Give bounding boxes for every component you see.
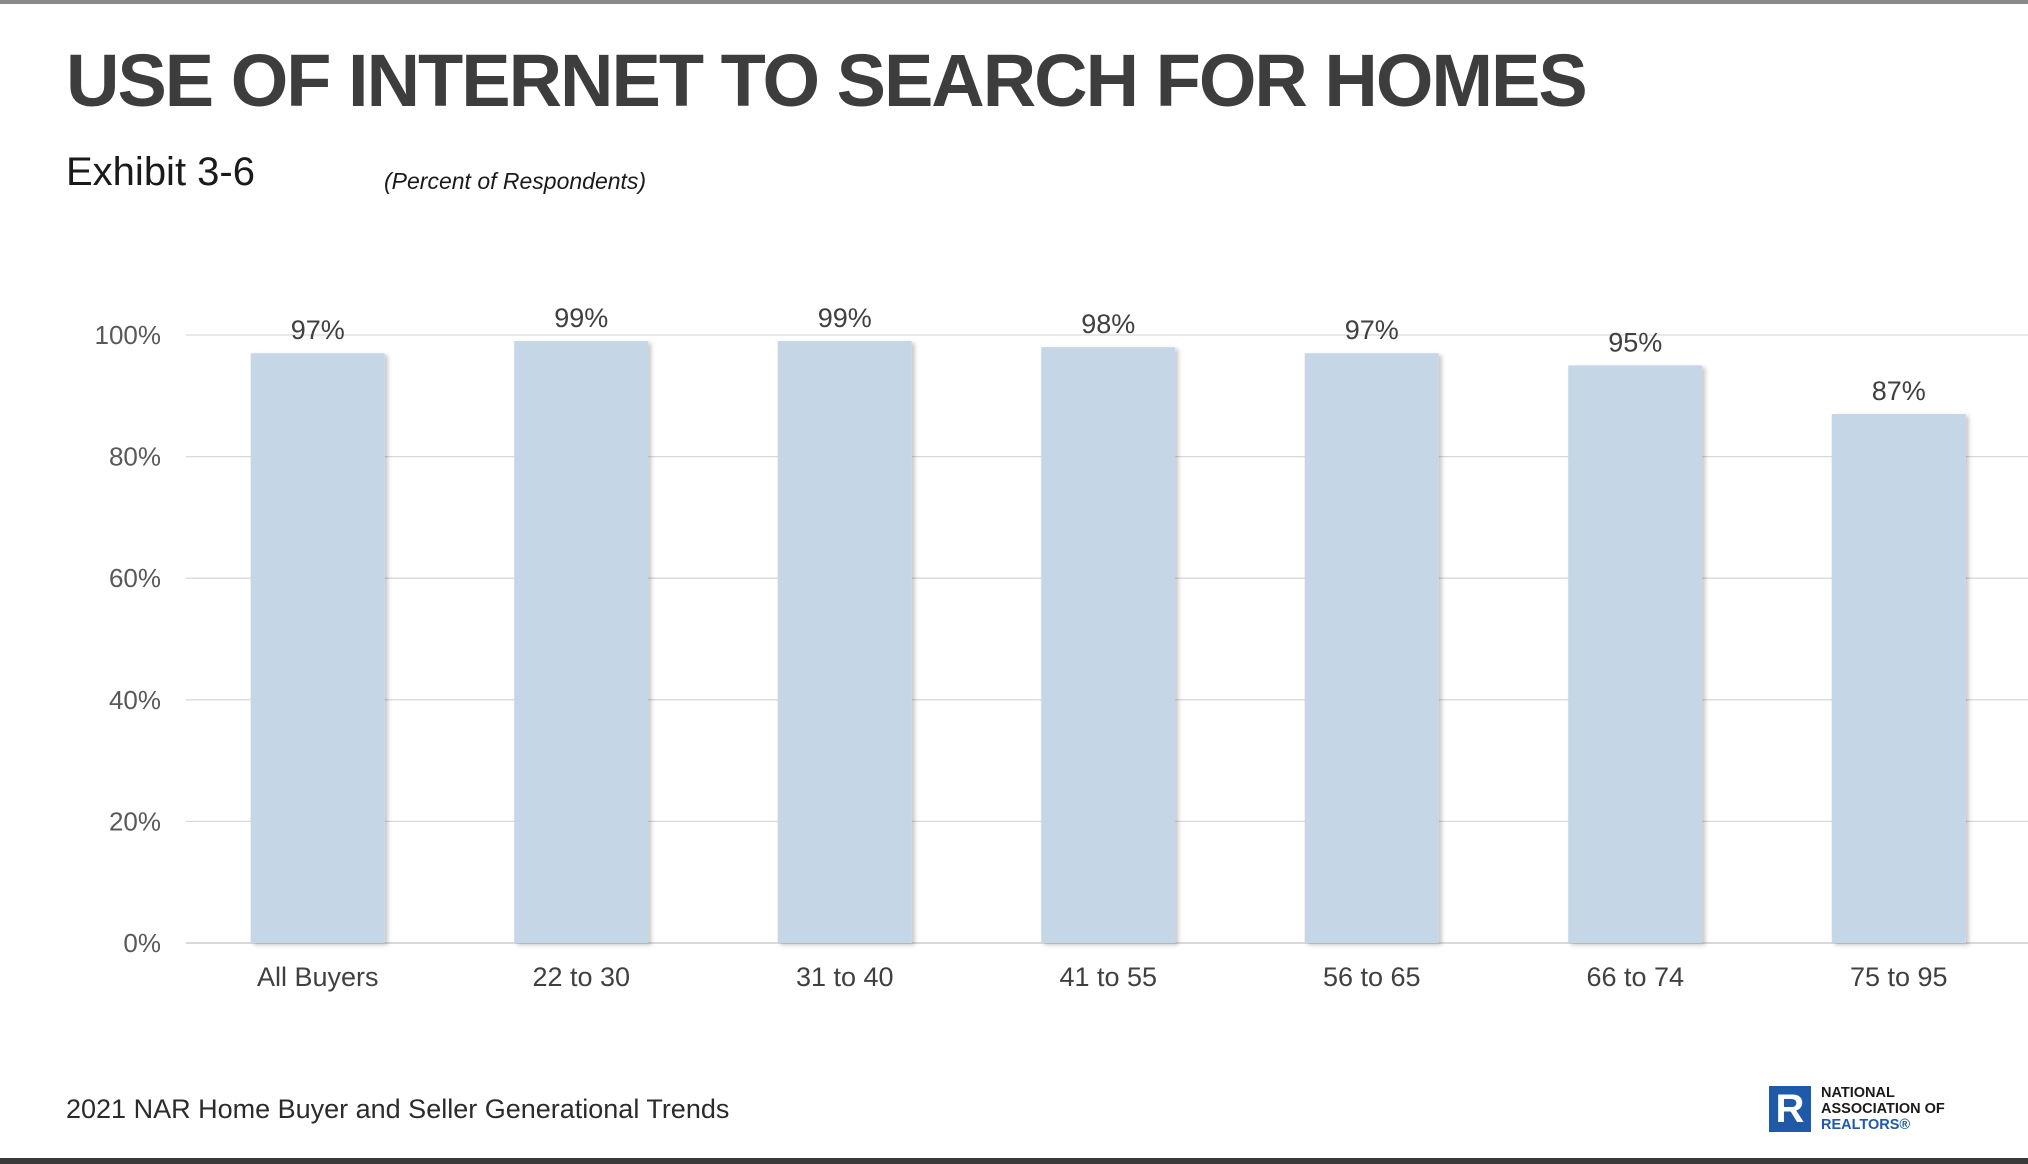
top-rule [0, 0, 2028, 4]
data-label: 98% [1081, 309, 1135, 339]
bar [1041, 347, 1176, 943]
y-tick-label: 20% [109, 806, 161, 836]
x-tick-label: 31 to 40 [796, 962, 894, 992]
y-tick-label: 60% [109, 563, 161, 593]
chart-subtitle: (Percent of Respondents) [384, 168, 647, 194]
footer-source: 2021 NAR Home Buyer and Seller Generatio… [66, 1094, 730, 1124]
x-tick-label: 22 to 30 [532, 962, 630, 992]
logo-line-2: ASSOCIATION OF [1821, 1101, 1945, 1117]
x-tick-label: 41 to 55 [1059, 962, 1157, 992]
bar [250, 353, 385, 943]
logo-line-1: NATIONAL [1821, 1085, 1895, 1101]
x-tick-label: 56 to 65 [1323, 962, 1421, 992]
bar [777, 341, 912, 944]
bar-chart: 0% 20% 40% 60% 80% 100% 97% All Buyers 99% 22 to … [95, 303, 2028, 992]
y-tick-label: 0% [123, 928, 161, 958]
nar-logo: R NATIONAL ASSOCIATION OF REALTORS® [1769, 1084, 1969, 1134]
x-tick-label: 66 to 74 [1586, 962, 1684, 992]
page-title: USE OF INTERNET TO SEARCH FOR HOMES [66, 39, 1588, 122]
bar [1304, 353, 1439, 943]
bottom-rule [0, 1158, 2028, 1164]
x-tick-label: 75 to 95 [1850, 962, 1948, 992]
data-label: 87% [1872, 376, 1926, 406]
y-tick-label: 40% [109, 685, 161, 715]
bar [514, 341, 649, 944]
exhibit-label: Exhibit 3-6 [66, 150, 255, 194]
data-label: 97% [291, 315, 345, 345]
logo-wordmark: NATIONAL ASSOCIATION OF REALTORS® [1821, 1085, 1945, 1133]
logo-line-3: REALTORS® [1821, 1117, 1911, 1133]
y-tick-label: 100% [95, 320, 162, 350]
y-tick-label: 80% [109, 442, 161, 472]
data-label: 99% [554, 303, 608, 333]
realtor-r-icon: R [1769, 1086, 1811, 1132]
x-tick-label: All Buyers [257, 962, 379, 992]
data-label: 97% [1345, 315, 1399, 345]
data-label: 99% [818, 303, 872, 333]
bar [1831, 414, 1966, 943]
data-label: 95% [1608, 327, 1662, 357]
bar [1568, 365, 1703, 943]
